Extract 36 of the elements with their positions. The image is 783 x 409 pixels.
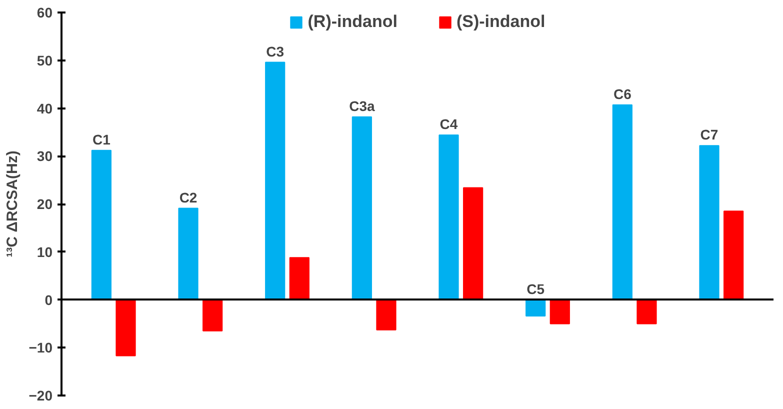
bar xyxy=(636,299,657,324)
bar xyxy=(463,187,484,300)
x-tick-label: C7 xyxy=(700,126,718,143)
bar xyxy=(550,299,570,324)
legend-label: (R)-indanol xyxy=(308,12,398,32)
x-tick-label: C4 xyxy=(440,116,458,132)
y-tick-label: 50 xyxy=(36,52,53,68)
bar xyxy=(526,299,546,317)
x-tick-label: C6 xyxy=(613,86,632,102)
bar xyxy=(202,299,223,332)
legend-label: (S)-indanol xyxy=(456,12,546,32)
x-tick-label: C1 xyxy=(92,131,111,148)
y-tick-label: −20 xyxy=(28,388,53,404)
x-tick-label: C3a xyxy=(349,98,375,114)
bar xyxy=(178,208,198,300)
bar xyxy=(265,62,286,300)
y-tick-label: 20 xyxy=(36,196,53,212)
bar xyxy=(612,104,632,300)
y-tick-label: 40 xyxy=(36,100,53,116)
x-tick-label: C3 xyxy=(266,43,284,60)
y-tick-label: 0 xyxy=(44,292,53,308)
bar xyxy=(91,150,112,300)
y-tick-label: −10 xyxy=(28,340,53,356)
y-tick-label: 30 xyxy=(36,148,53,164)
bar xyxy=(289,257,310,300)
bar xyxy=(376,299,396,330)
bar xyxy=(352,116,372,300)
bar xyxy=(116,299,136,356)
y-axis-title: ¹³C ΔRCSA(Hz) xyxy=(4,150,21,258)
bar xyxy=(699,145,720,300)
bar xyxy=(724,210,744,300)
x-tick-label: C5 xyxy=(526,280,545,297)
y-tick-label: 60 xyxy=(36,4,53,20)
bar xyxy=(438,134,459,300)
x-tick-label: C2 xyxy=(179,189,198,206)
y-tick-label: 10 xyxy=(36,244,53,260)
